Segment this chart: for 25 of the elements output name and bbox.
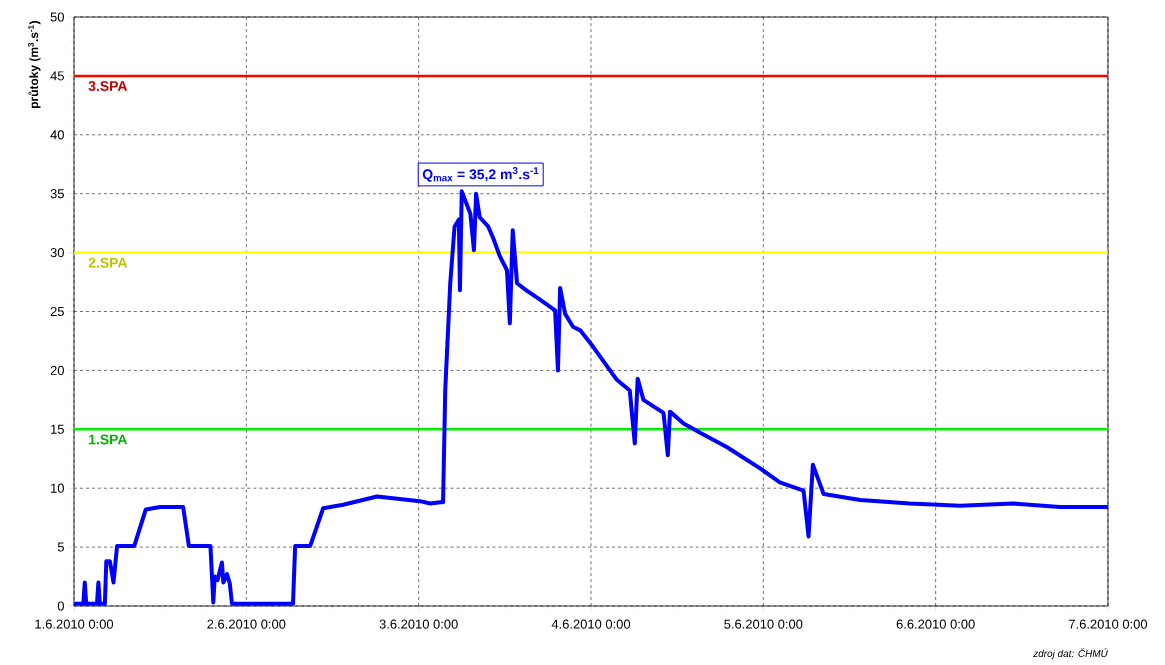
x-tick-label: 7.6.2010 0:00 xyxy=(1069,619,1148,629)
x-tick-label: 3.6.2010 0:00 xyxy=(379,619,458,629)
y-tick-label: 5 xyxy=(57,542,64,552)
y-tick-label: 10 xyxy=(51,483,64,493)
annotation: Q$_{max}$ = 35,2 m$^{3}$.s$^{-1}$ xyxy=(422,167,539,182)
ref-line-label: 2.SPA xyxy=(88,257,128,268)
y-tick-label: 20 xyxy=(50,365,64,375)
x-tick-label: 1.6.2010 0:00 xyxy=(35,619,114,629)
line-series xyxy=(72,189,1110,606)
text: zdroj dat: ČHMÚ xyxy=(1033,648,1108,659)
x-tick-label: 4.6.2010 0:00 xyxy=(551,619,631,629)
y-tick-label: 45 xyxy=(50,71,64,81)
x-tick-label: 6.6.2010 0:00 xyxy=(896,619,975,629)
ref-line-label: 3.SPA xyxy=(88,81,128,91)
x-tick-label: 2.6.2010 0:00 xyxy=(207,619,286,629)
y-tick-label: 50 xyxy=(50,12,64,22)
y-tick-label: 40 xyxy=(50,130,64,140)
ref-line-label: 1.SPA xyxy=(89,434,128,445)
y-tick-label: 35 xyxy=(50,189,64,199)
y-tick-label: 15 xyxy=(51,424,64,434)
y-tick-label: 30 xyxy=(50,248,64,258)
x-tick-label: 5.6.2010 0:00 xyxy=(724,619,803,629)
y-tick-label: 25 xyxy=(50,306,64,317)
y-axis-title: průtoky (m$^{3}$.s$^{-1}$) xyxy=(28,21,41,108)
y-tick-label: 0 xyxy=(57,601,64,611)
